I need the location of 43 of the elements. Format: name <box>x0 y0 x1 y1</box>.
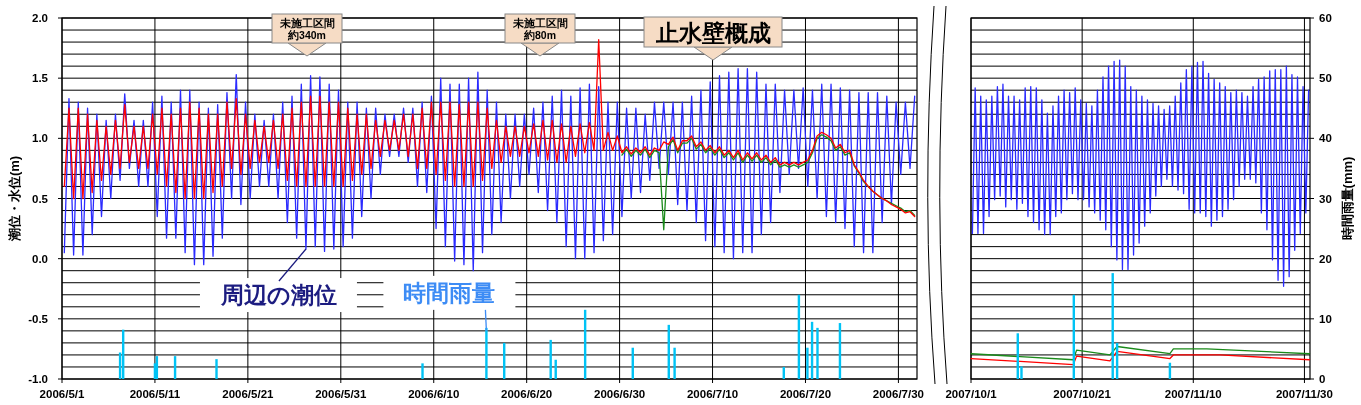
x-tick-label: 2006/6/10 <box>408 388 460 400</box>
bar <box>485 327 488 379</box>
x-tick-label: 2006/5/21 <box>222 388 275 400</box>
y2-tick-label: 30 <box>1319 192 1332 205</box>
x-tick-label: 2007/10/1 <box>945 388 998 400</box>
x-tick-label: 2007/11/10 <box>1164 388 1222 400</box>
annotation: 未施工区間約340m <box>278 16 335 42</box>
annotation: 周辺の潮位 <box>219 282 337 309</box>
y-tick-label: 0.0 <box>32 252 48 265</box>
y-tick-label: 1.5 <box>32 72 49 85</box>
y2-tick-label: 20 <box>1319 252 1332 265</box>
y-axis-title: 潮位・水位(m) <box>7 155 22 243</box>
x-tick-label: 2006/5/11 <box>129 388 181 400</box>
x-tick-label: 2006/6/20 <box>501 388 553 400</box>
x-tick-label: 2007/11/30 <box>1275 388 1333 400</box>
bar <box>816 327 819 379</box>
bar <box>673 347 676 379</box>
x-tick-label: 2007/10/21 <box>1053 388 1112 400</box>
bar <box>806 347 809 379</box>
bar <box>215 359 218 379</box>
y-tick-label: -0.5 <box>28 312 49 325</box>
x-tick-label: 2006/7/20 <box>779 388 832 400</box>
line-series <box>621 134 916 231</box>
y-tick-label: -1.0 <box>28 373 48 385</box>
x-tick-label: 2006/7/10 <box>686 388 739 400</box>
x-tick-label: 2006/5/1 <box>39 388 85 400</box>
annotation: 未施工区間約80m <box>511 16 568 42</box>
bar <box>549 339 552 379</box>
y-tick-label: 2.0 <box>32 12 48 24</box>
y2-tick-label: 0 <box>1319 373 1326 385</box>
y2-tick-label: 10 <box>1319 312 1332 325</box>
bar <box>421 363 424 379</box>
y2-tick-label: 40 <box>1319 132 1332 145</box>
annotation: 止水壁概成 <box>654 20 771 47</box>
y2-tick-label: 50 <box>1319 72 1332 85</box>
annotation: 時間雨量 <box>403 279 496 306</box>
y2-axis-title: 時間雨量(mm) <box>1340 156 1355 241</box>
y2-tick-label: 60 <box>1319 12 1332 24</box>
y-tick-label: 1.0 <box>32 132 48 145</box>
x-tick-label: 2006/5/31 <box>315 388 367 400</box>
x-tick-label: 2006/6/30 <box>594 388 646 400</box>
y-tick-label: 0.5 <box>32 192 49 205</box>
x-tick-label: 2006/7/30 <box>872 388 924 400</box>
